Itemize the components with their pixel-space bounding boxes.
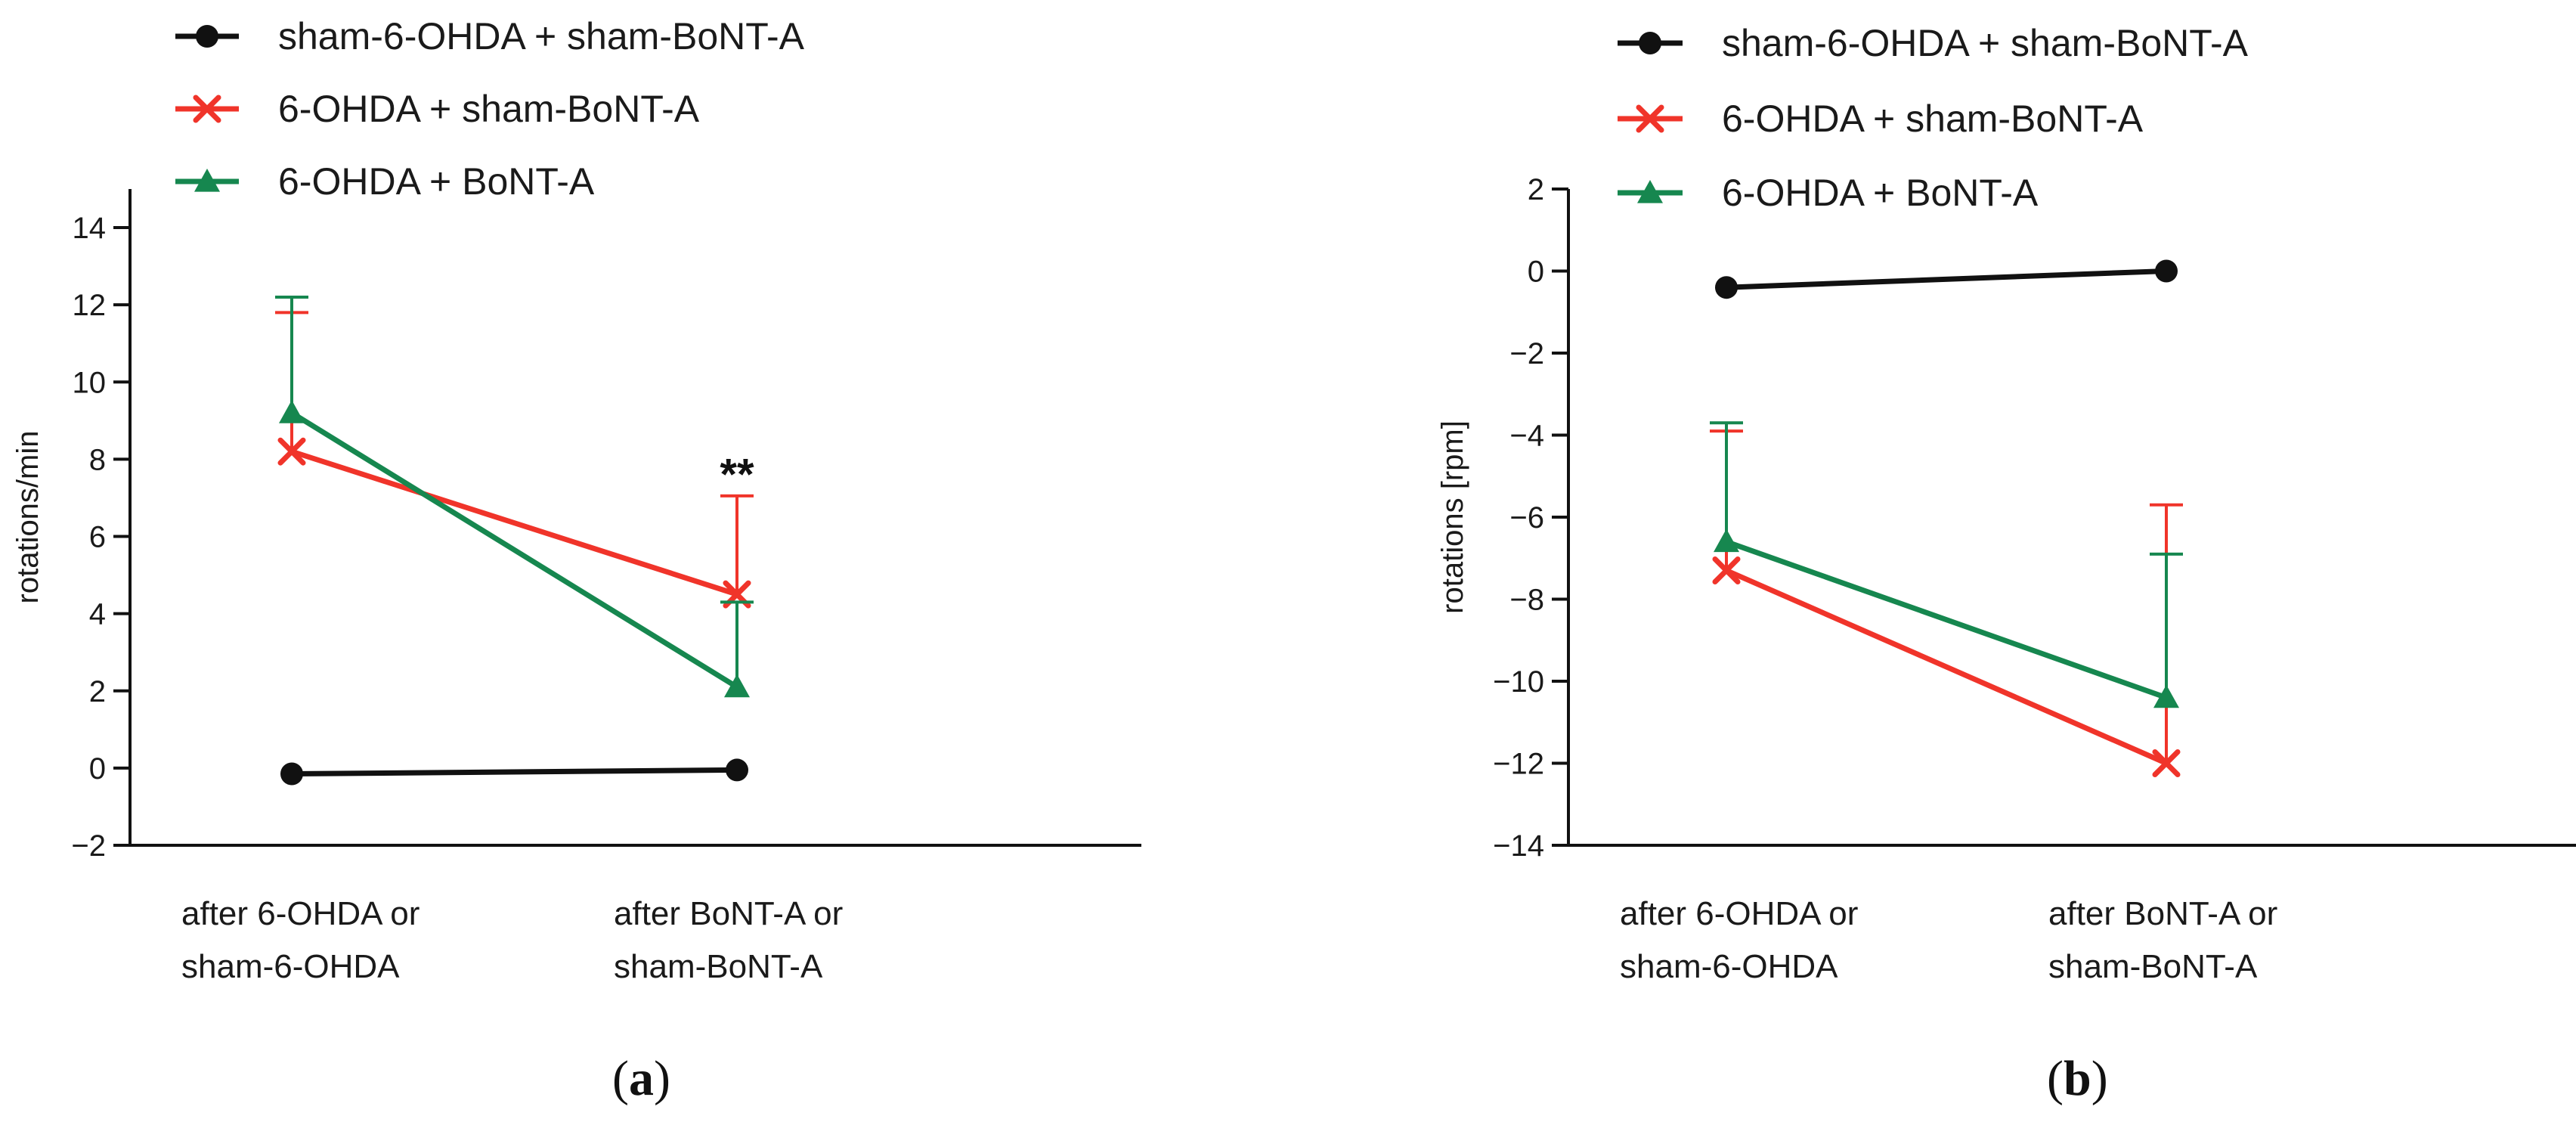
- legend-item: 6-OHDA + sham-BoNT-A: [1618, 98, 2144, 140]
- x-category-label-1: after BoNT-A or: [614, 895, 843, 932]
- data-point: [724, 674, 750, 698]
- x-category-label-1: sham-BoNT-A: [614, 948, 823, 985]
- legend-item: 6-OHDA + BoNT-A: [175, 160, 595, 203]
- series-line: [1726, 268, 2167, 290]
- data-point: [2152, 749, 2181, 777]
- series-1: [1710, 429, 2183, 777]
- data-point: [280, 762, 303, 786]
- y-tick-label: 12: [73, 289, 107, 322]
- legend-label: sham-6-OHDA + sham-BoNT-A: [1722, 22, 2249, 64]
- y-tick-label: −10: [1493, 665, 1544, 699]
- series-line: [1725, 568, 2168, 766]
- x-category-label-0: after 6-OHDA or: [181, 895, 420, 932]
- series-line: [1725, 539, 2168, 700]
- legend-label: 6-OHDA + BoNT-A: [278, 160, 595, 203]
- legend-marker: [1639, 32, 1661, 54]
- data-point: [1712, 556, 1741, 585]
- y-tick-label: −2: [71, 829, 106, 863]
- panel-a: −2 0 2 4 6 8 10 12 14 rotations/min after 6-OHDA o…: [11, 15, 1141, 1106]
- y-tick-label: 2: [1528, 173, 1544, 206]
- legend-marker: [196, 25, 218, 48]
- panel-label: (b): [2047, 1051, 2108, 1106]
- x-category-label-0: sham-6-OHDA: [1620, 948, 1838, 985]
- y-tick-label: 8: [89, 443, 106, 476]
- y-tick-label: 10: [73, 366, 107, 399]
- y-tick-label: 4: [89, 598, 106, 631]
- x-category-label-0: sham-6-OHDA: [181, 948, 400, 985]
- series-line: [290, 448, 738, 597]
- legend: sham-6-OHDA + sham-BoNT-A 6-OHDA + sham-B…: [1618, 22, 2249, 214]
- y-tick-label: −4: [1509, 420, 1544, 453]
- y-tick-label: −12: [1493, 748, 1544, 781]
- legend-marker: [1637, 180, 1663, 203]
- x-category-label-1: sham-BoNT-A: [2048, 948, 2258, 985]
- series-line: [290, 411, 738, 690]
- y-tick-label: −2: [1509, 337, 1544, 370]
- data-point: [279, 400, 305, 423]
- legend-label: 6-OHDA + sham-BoNT-A: [1722, 98, 2144, 140]
- y-axis-label: rotations/min: [11, 431, 45, 604]
- y-tick-label: 0: [89, 752, 106, 786]
- legend-item: 6-OHDA + BoNT-A: [1618, 172, 2039, 214]
- y-tick-label: 2: [89, 675, 106, 708]
- legend-item: sham-6-OHDA + sham-BoNT-A: [1618, 22, 2249, 64]
- legend: sham-6-OHDA + sham-BoNT-A 6-OHDA + sham-B…: [175, 15, 805, 203]
- legend-label: 6-OHDA + BoNT-A: [1722, 172, 2039, 214]
- data-point: [1715, 276, 1738, 299]
- panel-b: −14 −12 −10 −8 −6 −4 −2 0 2 rotations [rpm] after …: [1436, 22, 2576, 1106]
- y-tick-label: −8: [1509, 584, 1544, 617]
- legend-marker: [194, 169, 220, 192]
- series-0: [280, 758, 748, 786]
- y-axis-label: rotations [rpm]: [1436, 420, 1469, 614]
- legend-item: sham-6-OHDA + sham-BoNT-A: [175, 15, 805, 57]
- y-tick-label: 0: [1528, 256, 1544, 289]
- data-point: [277, 437, 306, 466]
- legend-marker: [1636, 104, 1664, 133]
- panel-label: (a): [612, 1051, 670, 1106]
- legend-label: sham-6-OHDA + sham-BoNT-A: [278, 15, 805, 57]
- y-tick-label: −6: [1509, 501, 1544, 535]
- y-tick-label: 6: [89, 521, 106, 554]
- legend-item: 6-OHDA + sham-BoNT-A: [175, 88, 700, 130]
- y-tick-label: 14: [73, 212, 107, 245]
- series-1: [275, 311, 754, 609]
- x-category-label-1: after BoNT-A or: [2048, 895, 2277, 932]
- series-0: [1715, 259, 2178, 299]
- series-2: [275, 295, 754, 698]
- y-tick-label: −14: [1493, 829, 1544, 863]
- data-point: [1714, 528, 1739, 553]
- series-line: [291, 767, 738, 777]
- legend-label: 6-OHDA + sham-BoNT-A: [278, 88, 700, 130]
- legend-marker: [193, 95, 221, 123]
- data-point: [2155, 259, 2178, 283]
- data-point: [726, 758, 748, 782]
- series-2: [1710, 421, 2183, 708]
- x-category-label-0: after 6-OHDA or: [1620, 895, 1858, 932]
- data-point: [2153, 684, 2179, 708]
- significance-annotation: **: [720, 451, 754, 500]
